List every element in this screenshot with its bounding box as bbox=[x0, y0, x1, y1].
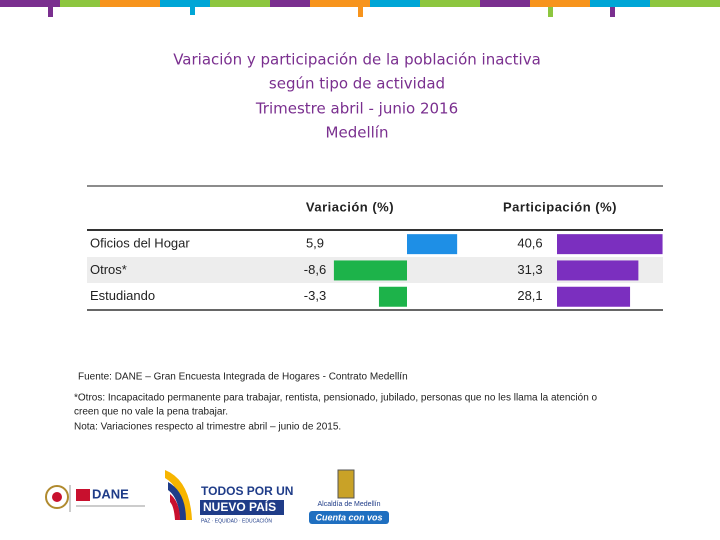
participation-value: 40,6 bbox=[517, 236, 542, 251]
note: Nota: Variaciones respecto al trimestre … bbox=[74, 422, 341, 433]
logo-text: PAZ · EQUIDAD · EDUCACIÓN bbox=[201, 517, 272, 524]
participation-value: 28,1 bbox=[517, 288, 542, 303]
column-header: Participación (%) bbox=[503, 199, 617, 214]
logo-text: TODOS POR UN bbox=[201, 484, 293, 498]
row-label: Oficios del Hogar bbox=[90, 236, 190, 251]
title: Trimestre abril - junio 2016 bbox=[255, 100, 458, 118]
variation-value: 5,9 bbox=[306, 236, 324, 251]
logo-text: Cuenta con vos bbox=[315, 512, 382, 522]
column-header: Variación (%) bbox=[306, 199, 394, 214]
logo-text: NUEVO PAÍS bbox=[203, 499, 276, 514]
top-stripe bbox=[0, 0, 720, 17]
participation-bar bbox=[557, 234, 663, 255]
row-label: Estudiando bbox=[90, 288, 155, 303]
note: creen que no vale la pena trabajar. bbox=[74, 407, 228, 418]
title: Medellín bbox=[326, 124, 389, 142]
logo-text: Alcaldía de Medellín bbox=[317, 501, 380, 508]
note: *Otros: Incapacitado permanente para tra… bbox=[74, 393, 598, 404]
variation-bar bbox=[333, 260, 407, 281]
variation-value: -3,3 bbox=[304, 288, 326, 303]
notes: Fuente: DANE – Gran Encuesta Integrada d… bbox=[74, 372, 598, 433]
logo-text: DANE bbox=[92, 486, 129, 501]
variation-value: -8,6 bbox=[304, 262, 326, 277]
title: según tipo de actividad bbox=[269, 75, 445, 93]
participation-value: 31,3 bbox=[517, 262, 542, 277]
title: Variación y participación de la població… bbox=[173, 51, 541, 69]
logos: DANE TODOS POR UN NUEVO PAÍS PAZ · EQUID… bbox=[45, 469, 389, 524]
variation-bar bbox=[378, 286, 407, 307]
participation-bar bbox=[557, 260, 639, 281]
variation-bar bbox=[407, 234, 458, 255]
row-label: Otros* bbox=[90, 262, 127, 277]
participation-bar bbox=[557, 286, 631, 307]
note: Fuente: DANE – Gran Encuesta Integrada d… bbox=[78, 372, 408, 383]
